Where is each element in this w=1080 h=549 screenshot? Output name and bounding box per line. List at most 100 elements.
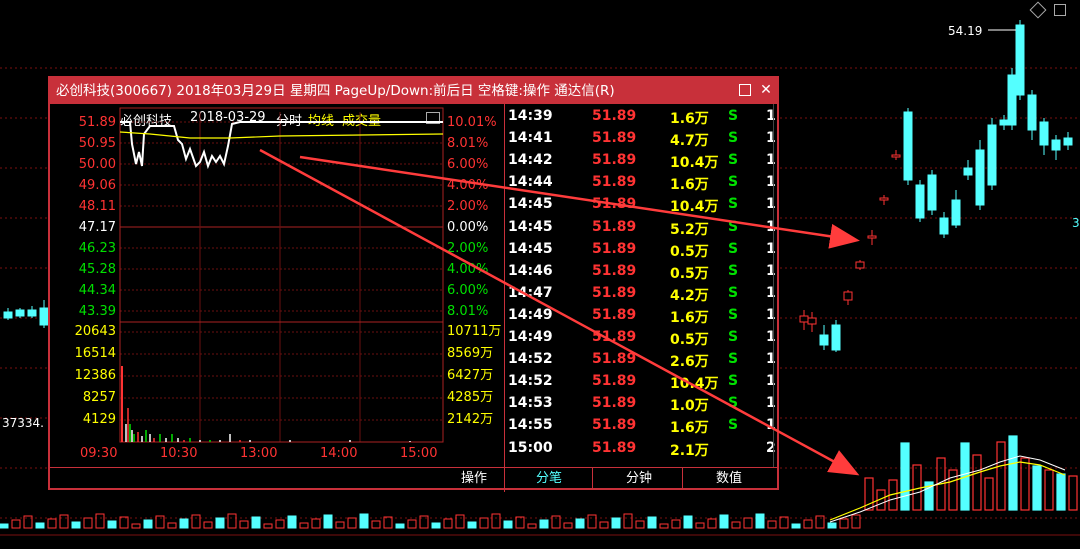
candle-body [915, 184, 925, 219]
volume-bar [251, 516, 261, 529]
candle-body [1027, 94, 1037, 131]
volume-bar [575, 518, 585, 529]
window-title: 必创科技(300667) 2018年03月29日 星期四 PageUp/Down… [56, 83, 615, 99]
candle-body [1007, 74, 1017, 126]
volume-bar [215, 517, 225, 529]
volume-bar [203, 521, 213, 529]
tick-count: 1 [766, 373, 776, 390]
tick-count: 1 [766, 417, 776, 434]
candle-body [939, 217, 949, 235]
candle-body [975, 149, 985, 206]
tick-time: 14:44 [508, 174, 553, 191]
chart-frame [119, 107, 444, 443]
tick-price: 51.89 [592, 262, 637, 279]
tick-price: 51.89 [592, 174, 637, 191]
price-tick-label: 49.06 [78, 178, 116, 193]
volume-bar [527, 523, 537, 529]
tick-count: 1 [766, 306, 776, 323]
price-tick-label: 45.28 [78, 262, 116, 277]
tick-price: 51.89 [592, 373, 637, 390]
percent-tick-label: 10.01% [447, 115, 497, 130]
price-tick-label: 50.95 [78, 136, 116, 151]
tick-row: 14:49 51.89 0.5万 S 1 [508, 329, 778, 351]
tab-fenbi[interactable]: 分笔 [506, 468, 593, 490]
tick-price: 51.89 [592, 284, 637, 301]
volume-tick-label: 16514 [74, 346, 116, 361]
volume-bar [827, 522, 837, 529]
volume-bar [1044, 469, 1054, 511]
volume-bar [900, 442, 910, 511]
volume-bar [707, 518, 717, 529]
volume-bar [359, 513, 369, 529]
tick-volume: 1.6万 [670, 177, 709, 194]
volume-bar [1008, 435, 1018, 511]
candle-body [1063, 137, 1073, 146]
tick-side: S [728, 262, 739, 279]
tick-volume: 4.2万 [670, 287, 709, 304]
tick-side: S [728, 240, 739, 257]
panel-toggle-icon[interactable] [426, 112, 440, 124]
tick-price: 51.89 [592, 152, 637, 169]
volume-bar [731, 521, 741, 529]
tab-operate[interactable]: 操作 [460, 471, 487, 486]
tick-side: S [728, 373, 739, 390]
tick-volume: 1.6万 [670, 111, 709, 127]
tab-shuzhi[interactable]: 数值 [715, 471, 742, 486]
tick-side: S [728, 306, 739, 323]
tick-side: S [728, 108, 739, 124]
tick-row: 14:53 51.89 1.0万 S 1 [508, 395, 778, 417]
volume-bar [311, 518, 321, 529]
tick-price: 51.89 [592, 439, 637, 456]
time-tick-label: 10:30 [160, 446, 198, 461]
tick-price: 51.89 [592, 130, 637, 147]
price-tick-label: 48.11 [78, 199, 116, 214]
volume-bar [1020, 457, 1030, 511]
time-tick-label: 13:00 [240, 446, 278, 461]
maximize-icon[interactable] [736, 81, 754, 99]
volume-bar [647, 516, 657, 529]
tick-time: 14:39 [508, 108, 553, 124]
volume-bar [851, 514, 861, 529]
tick-side: S [728, 174, 739, 191]
close-icon[interactable]: ✕ [760, 82, 772, 98]
tick-volume: 0.5万 [670, 243, 709, 260]
tab-fenzhong[interactable]: 分钟 [596, 468, 683, 490]
tick-price: 51.89 [592, 196, 637, 213]
scrollbar-track[interactable] [773, 104, 774, 468]
volume-bar [659, 523, 669, 529]
volume-bar [1056, 473, 1066, 511]
tick-row: 15:00 51.89 2.1万 2 [508, 440, 778, 462]
tick-count: 1 [766, 174, 776, 191]
volume-bar [407, 519, 417, 529]
title-bar: 必创科技(300667) 2018年03月29日 星期四 PageUp/Down… [50, 78, 777, 104]
volume-bar [227, 513, 237, 529]
candle-body [855, 261, 865, 269]
candle-body [987, 124, 997, 186]
tick-time: 14:47 [508, 284, 553, 301]
tick-volume: 2.1万 [670, 442, 709, 459]
tick-volume: 10.4万 [670, 155, 719, 172]
price-tick-label: 44.34 [78, 283, 116, 298]
candle-body [807, 317, 817, 325]
candle-body [15, 309, 25, 317]
tick-row: 14:42 51.89 10.4万 S 1 [508, 152, 778, 174]
tick-price: 51.89 [592, 108, 637, 124]
candle-body [39, 307, 49, 326]
volume-bar [323, 514, 333, 529]
volume-bar [443, 518, 453, 529]
tick-count: 1 [766, 108, 776, 124]
volume-bar [263, 523, 273, 529]
tick-side: S [728, 152, 739, 169]
square-icon[interactable] [1054, 4, 1066, 16]
volume-bar [107, 520, 117, 529]
tick-price: 51.89 [592, 417, 637, 434]
tick-time: 14:46 [508, 262, 553, 279]
tick-side: S [728, 218, 739, 235]
volume-amount-label: 6427万 [447, 368, 494, 383]
tick-time: 14:55 [508, 417, 553, 434]
volume-bar [515, 516, 525, 529]
volume-tick-label: 4129 [82, 412, 116, 427]
intraday-popup-window: 必创科技(300667) 2018年03月29日 星期四 PageUp/Down… [48, 76, 779, 492]
candle-body [799, 315, 809, 323]
volume-bar [864, 477, 874, 511]
